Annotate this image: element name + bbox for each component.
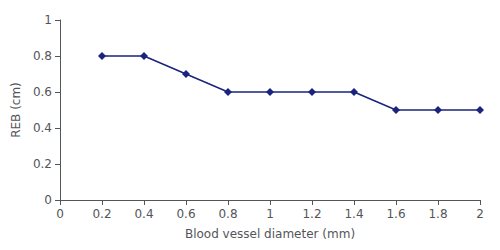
svg-text:1.6: 1.6 [386,207,405,221]
svg-text:0.2: 0.2 [92,207,111,221]
svg-text:REB (cm): REB (cm) [9,82,23,138]
svg-text:0: 0 [56,207,64,221]
svg-text:1.4: 1.4 [344,207,363,221]
svg-text:0.6: 0.6 [33,85,52,99]
svg-text:1: 1 [44,13,52,27]
svg-text:0.8: 0.8 [33,49,52,63]
svg-text:0.4: 0.4 [33,121,52,135]
svg-text:0.6: 0.6 [176,207,195,221]
svg-text:1.2: 1.2 [302,207,321,221]
svg-text:2: 2 [476,207,484,221]
svg-text:0: 0 [44,193,52,207]
svg-text:Blood vessel diameter (mm): Blood vessel diameter (mm) [185,227,355,241]
svg-text:0.4: 0.4 [134,207,153,221]
svg-text:1.8: 1.8 [428,207,447,221]
svg-text:0.2: 0.2 [33,157,52,171]
svg-text:1: 1 [266,207,274,221]
svg-text:0.8: 0.8 [218,207,237,221]
